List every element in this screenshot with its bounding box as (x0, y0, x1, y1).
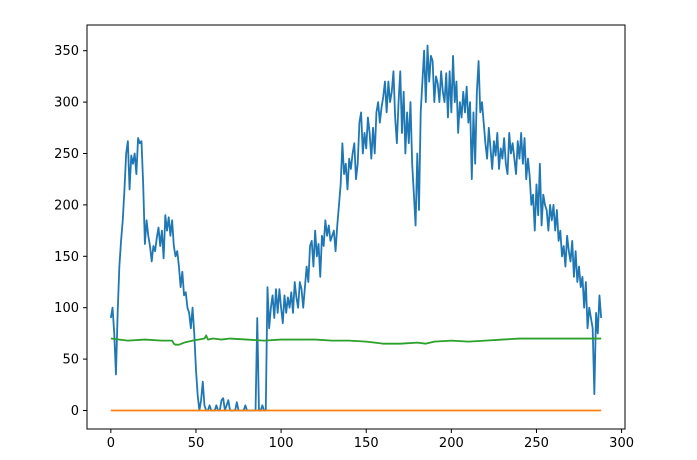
x-tick-label: 50 (188, 436, 205, 451)
y-tick-label: 100 (54, 301, 79, 316)
x-tick-label: 0 (107, 436, 115, 451)
y-tick-label: 50 (62, 353, 79, 368)
y-tick-label: 150 (54, 250, 79, 265)
x-tick-label: 250 (524, 436, 549, 451)
x-tick-label: 100 (269, 436, 294, 451)
y-tick-label: 300 (54, 96, 79, 111)
x-tick-label: 300 (609, 436, 634, 451)
y-tick-label: 200 (54, 198, 79, 213)
series-line-1 (109, 44, 603, 412)
plot-area (109, 44, 603, 412)
y-tick-label: 0 (71, 404, 79, 419)
x-tick-label: 200 (439, 436, 464, 451)
x-tick-label: 150 (354, 436, 379, 451)
y-tick-label: 250 (54, 147, 79, 162)
y-tick-label: 350 (54, 44, 79, 59)
axes: 0 50 100 150 200 250 300 0 50 100 150 200 250 300 350 (54, 24, 634, 451)
series-line-3 (110, 334, 602, 346)
axes-frame (86, 24, 626, 430)
